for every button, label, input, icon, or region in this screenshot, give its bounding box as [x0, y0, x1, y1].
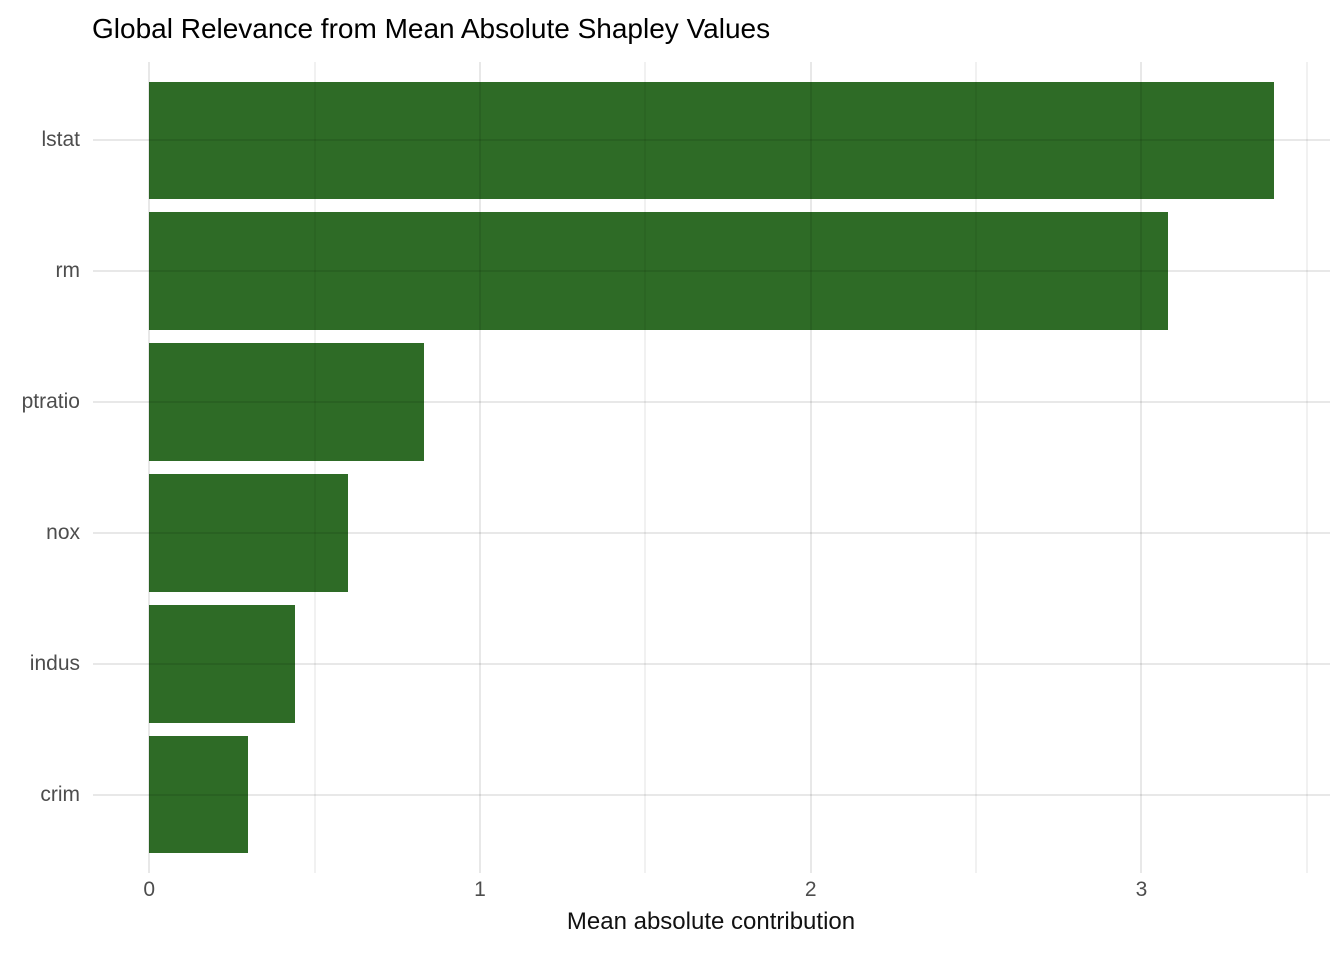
bar-nox	[149, 474, 348, 592]
gridline-major-x-1	[478, 62, 481, 873]
bar-rm	[149, 212, 1168, 331]
x-tick-label-2: 2	[804, 878, 817, 901]
plot-panel	[93, 62, 1330, 873]
gridline-major-y-lstat	[93, 139, 1330, 142]
gridline-major-x-2	[809, 62, 812, 873]
gridline-major-y-indus	[93, 662, 1330, 665]
x-axis-title: Mean absolute contribution	[566, 908, 856, 935]
gridline-minor-x-1.5	[644, 62, 647, 873]
x-tick-label-1: 1	[474, 878, 486, 901]
gridline-minor-x-0.5	[313, 62, 316, 873]
x-tick-label-0: 0	[143, 878, 156, 901]
bar-lstat	[149, 81, 1274, 200]
bar-indus	[149, 604, 295, 723]
bar-ptratio	[149, 343, 424, 461]
y-axis-label-rm: rm	[55, 259, 81, 283]
gridline-minor-x-3.5	[1305, 62, 1308, 873]
bar-crim	[149, 735, 249, 854]
y-axis-label-crim: crim	[40, 782, 80, 806]
gridline-major-x-0	[148, 62, 151, 873]
gridline-major-y-ptratio	[93, 401, 1330, 404]
gridline-major-x-3	[1140, 62, 1143, 873]
gridline-major-y-rm	[93, 270, 1330, 273]
gridline-major-y-nox	[93, 531, 1330, 534]
y-axis-label-lstat: lstat	[41, 128, 80, 152]
y-axis-label-indus: indus	[29, 651, 80, 675]
chart-title: Global Relevance from Mean Absolute Shap…	[92, 13, 771, 44]
y-axis-label-ptratio: ptratio	[21, 390, 80, 414]
x-tick-label-3: 3	[1135, 878, 1148, 901]
gridline-minor-x-2.5	[975, 62, 978, 873]
gridline-major-y-crim	[93, 793, 1330, 796]
y-axis-label-nox: nox	[46, 520, 80, 544]
